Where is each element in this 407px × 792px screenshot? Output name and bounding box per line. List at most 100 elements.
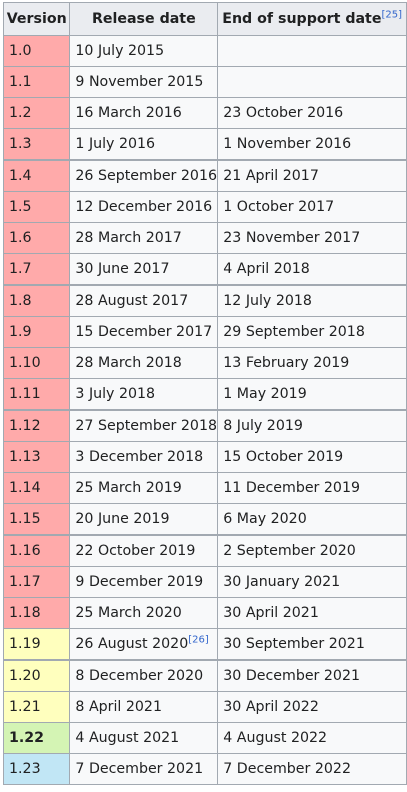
- end-of-support-cell: 21 April 2017: [217, 159, 407, 192]
- release-date-cell: 9 November 2015: [69, 66, 219, 98]
- table-row: 1.7 30 June 2017 4 April 2018: [2, 253, 407, 286]
- version-cell: 1.23: [2, 753, 71, 785]
- end-of-support-column-header[interactable]: End of support date[25]: [217, 2, 407, 36]
- release-date-text: 28 March 2017: [75, 230, 182, 246]
- release-date-cell: 22 October 2019: [69, 534, 219, 567]
- release-date-cell: 28 August 2017: [69, 284, 219, 317]
- table-row: 1.1 9 November 2015: [2, 66, 407, 98]
- end-of-support-cell: 4 August 2022: [217, 722, 407, 754]
- release-date-text: 25 March 2019: [75, 480, 182, 496]
- release-date-text: 3 July 2018: [75, 386, 156, 402]
- table-row: 1.11 3 July 2018 1 May 2019: [2, 378, 407, 411]
- header-row: Version Release date End of support date…: [2, 2, 407, 36]
- table-row: 1.21 8 April 2021 30 April 2022: [2, 691, 407, 723]
- end-of-support-cell: 30 April 2021: [217, 597, 407, 629]
- end-of-support-cell: 23 October 2016: [217, 97, 407, 129]
- end-of-support-cell: 30 January 2021: [217, 566, 407, 598]
- release-date-cell: 26 August 2020[26]: [69, 628, 219, 661]
- version-cell: 1.19: [2, 628, 71, 661]
- release-date-cell: 26 September 2016: [69, 159, 219, 192]
- release-date-text: 28 March 2018: [75, 355, 182, 371]
- end-of-support-cell: 30 September 2021: [217, 628, 407, 661]
- release-date-cell: 7 December 2021: [69, 753, 219, 785]
- release-date-text: 26 August 2020: [75, 636, 189, 652]
- release-date-text: 4 August 2021: [75, 730, 180, 746]
- end-of-support-cell: 1 May 2019: [217, 378, 407, 411]
- table-row: 1.15 20 June 2019 6 May 2020: [2, 503, 407, 536]
- table-row: 1.12 27 September 2018 8 July 2019: [2, 409, 407, 442]
- release-date-column-header[interactable]: Release date: [69, 2, 219, 36]
- version-cell: 1.13: [2, 441, 71, 473]
- end-of-support-cell: 15 October 2019: [217, 441, 407, 473]
- release-date-text: 9 December 2019: [75, 574, 204, 590]
- release-date-cell: 30 June 2017: [69, 253, 219, 286]
- release-date-cell: 28 March 2018: [69, 347, 219, 379]
- version-cell: 1.0: [2, 35, 71, 67]
- end-of-support-cell: 30 April 2022: [217, 691, 407, 723]
- release-date-cell: 25 March 2019: [69, 472, 219, 504]
- table-row: 1.2 16 March 2016 23 October 2016: [2, 97, 407, 129]
- version-cell: 1.1: [2, 66, 71, 98]
- release-date-cell: 8 December 2020: [69, 659, 219, 692]
- release-date-cell: 8 April 2021: [69, 691, 219, 723]
- table-body: 1.0 10 July 2015 1.1 9 November 2015 1.2 16 M…: [2, 35, 407, 785]
- release-date-text: 7 December 2021: [75, 761, 204, 777]
- table-row: 1.22 4 August 2021 4 August 2022: [2, 722, 407, 754]
- version-cell: 1.21: [2, 691, 71, 723]
- release-date-text: 9 November 2015: [75, 74, 204, 90]
- end-of-support-cell: 23 November 2017: [217, 222, 407, 254]
- end-of-support-cell: 11 December 2019: [217, 472, 407, 504]
- release-date-text: 26 September 2016: [75, 168, 218, 184]
- release-date-cell: 3 December 2018: [69, 441, 219, 473]
- version-cell: 1.2: [2, 97, 71, 129]
- table-row: 1.9 15 December 2017 29 September 2018: [2, 316, 407, 348]
- version-cell: 1.17: [2, 566, 71, 598]
- end-of-support-cell: [217, 66, 407, 98]
- end-of-support-cell: 1 October 2017: [217, 191, 407, 223]
- version-column-header[interactable]: Version: [2, 2, 71, 36]
- release-date-cell: 20 June 2019: [69, 503, 219, 536]
- release-date-cell: 28 March 2017: [69, 222, 219, 254]
- release-date-cell: 10 July 2015: [69, 35, 219, 67]
- release-date-cell: 25 March 2020: [69, 597, 219, 629]
- table-row: 1.4 26 September 2016 21 April 2017: [2, 159, 407, 192]
- version-cell: 1.4: [2, 159, 71, 192]
- table-row: 1.0 10 July 2015: [2, 35, 407, 67]
- release-date-cell: 9 December 2019: [69, 566, 219, 598]
- end-of-support-cell: 7 December 2022: [217, 753, 407, 785]
- version-cell: 1.18: [2, 597, 71, 629]
- version-cell: 1.8: [2, 284, 71, 317]
- version-cell: 1.9: [2, 316, 71, 348]
- release-date-text: 8 April 2021: [75, 699, 162, 715]
- release-date-cell: 27 September 2018: [69, 409, 219, 442]
- table-row: 1.13 3 December 2018 15 October 2019: [2, 441, 407, 473]
- end-of-support-cell: 29 September 2018: [217, 316, 407, 348]
- table-row: 1.23 7 December 2021 7 December 2022: [2, 753, 407, 785]
- end-of-support-cell: 13 February 2019: [217, 347, 407, 379]
- end-of-support-cell: 30 December 2021: [217, 659, 407, 692]
- end-of-support-cell: 2 September 2020: [217, 534, 407, 567]
- table-row: 1.14 25 March 2019 11 December 2019: [2, 472, 407, 504]
- version-cell: 1.14: [2, 472, 71, 504]
- table-row: 1.3 1 July 2016 1 November 2016: [2, 128, 407, 161]
- release-date-text: 22 October 2019: [75, 543, 196, 559]
- version-cell: 1.22: [2, 722, 71, 754]
- release-date-cell: 15 December 2017: [69, 316, 219, 348]
- version-cell: 1.12: [2, 409, 71, 442]
- reference-link[interactable]: [25]: [381, 9, 402, 21]
- end-of-support-cell: 1 November 2016: [217, 128, 407, 161]
- release-date-cell: 16 March 2016: [69, 97, 219, 129]
- table-row: 1.10 28 March 2018 13 February 2019: [2, 347, 407, 379]
- version-cell: 1.3: [2, 128, 71, 161]
- end-of-support-cell: 12 July 2018: [217, 284, 407, 317]
- release-date-text: 25 March 2020: [75, 605, 182, 621]
- release-date-text: 27 September 2018: [75, 418, 218, 434]
- version-cell: 1.20: [2, 659, 71, 692]
- release-date-text: 16 March 2016: [75, 105, 182, 121]
- release-date-text: 20 June 2019: [75, 511, 170, 527]
- table-row: 1.19 26 August 2020[26] 30 September 2021: [2, 628, 407, 661]
- reference-link[interactable]: [26]: [188, 634, 209, 646]
- table-row: 1.17 9 December 2019 30 January 2021: [2, 566, 407, 598]
- version-cell: 1.5: [2, 191, 71, 223]
